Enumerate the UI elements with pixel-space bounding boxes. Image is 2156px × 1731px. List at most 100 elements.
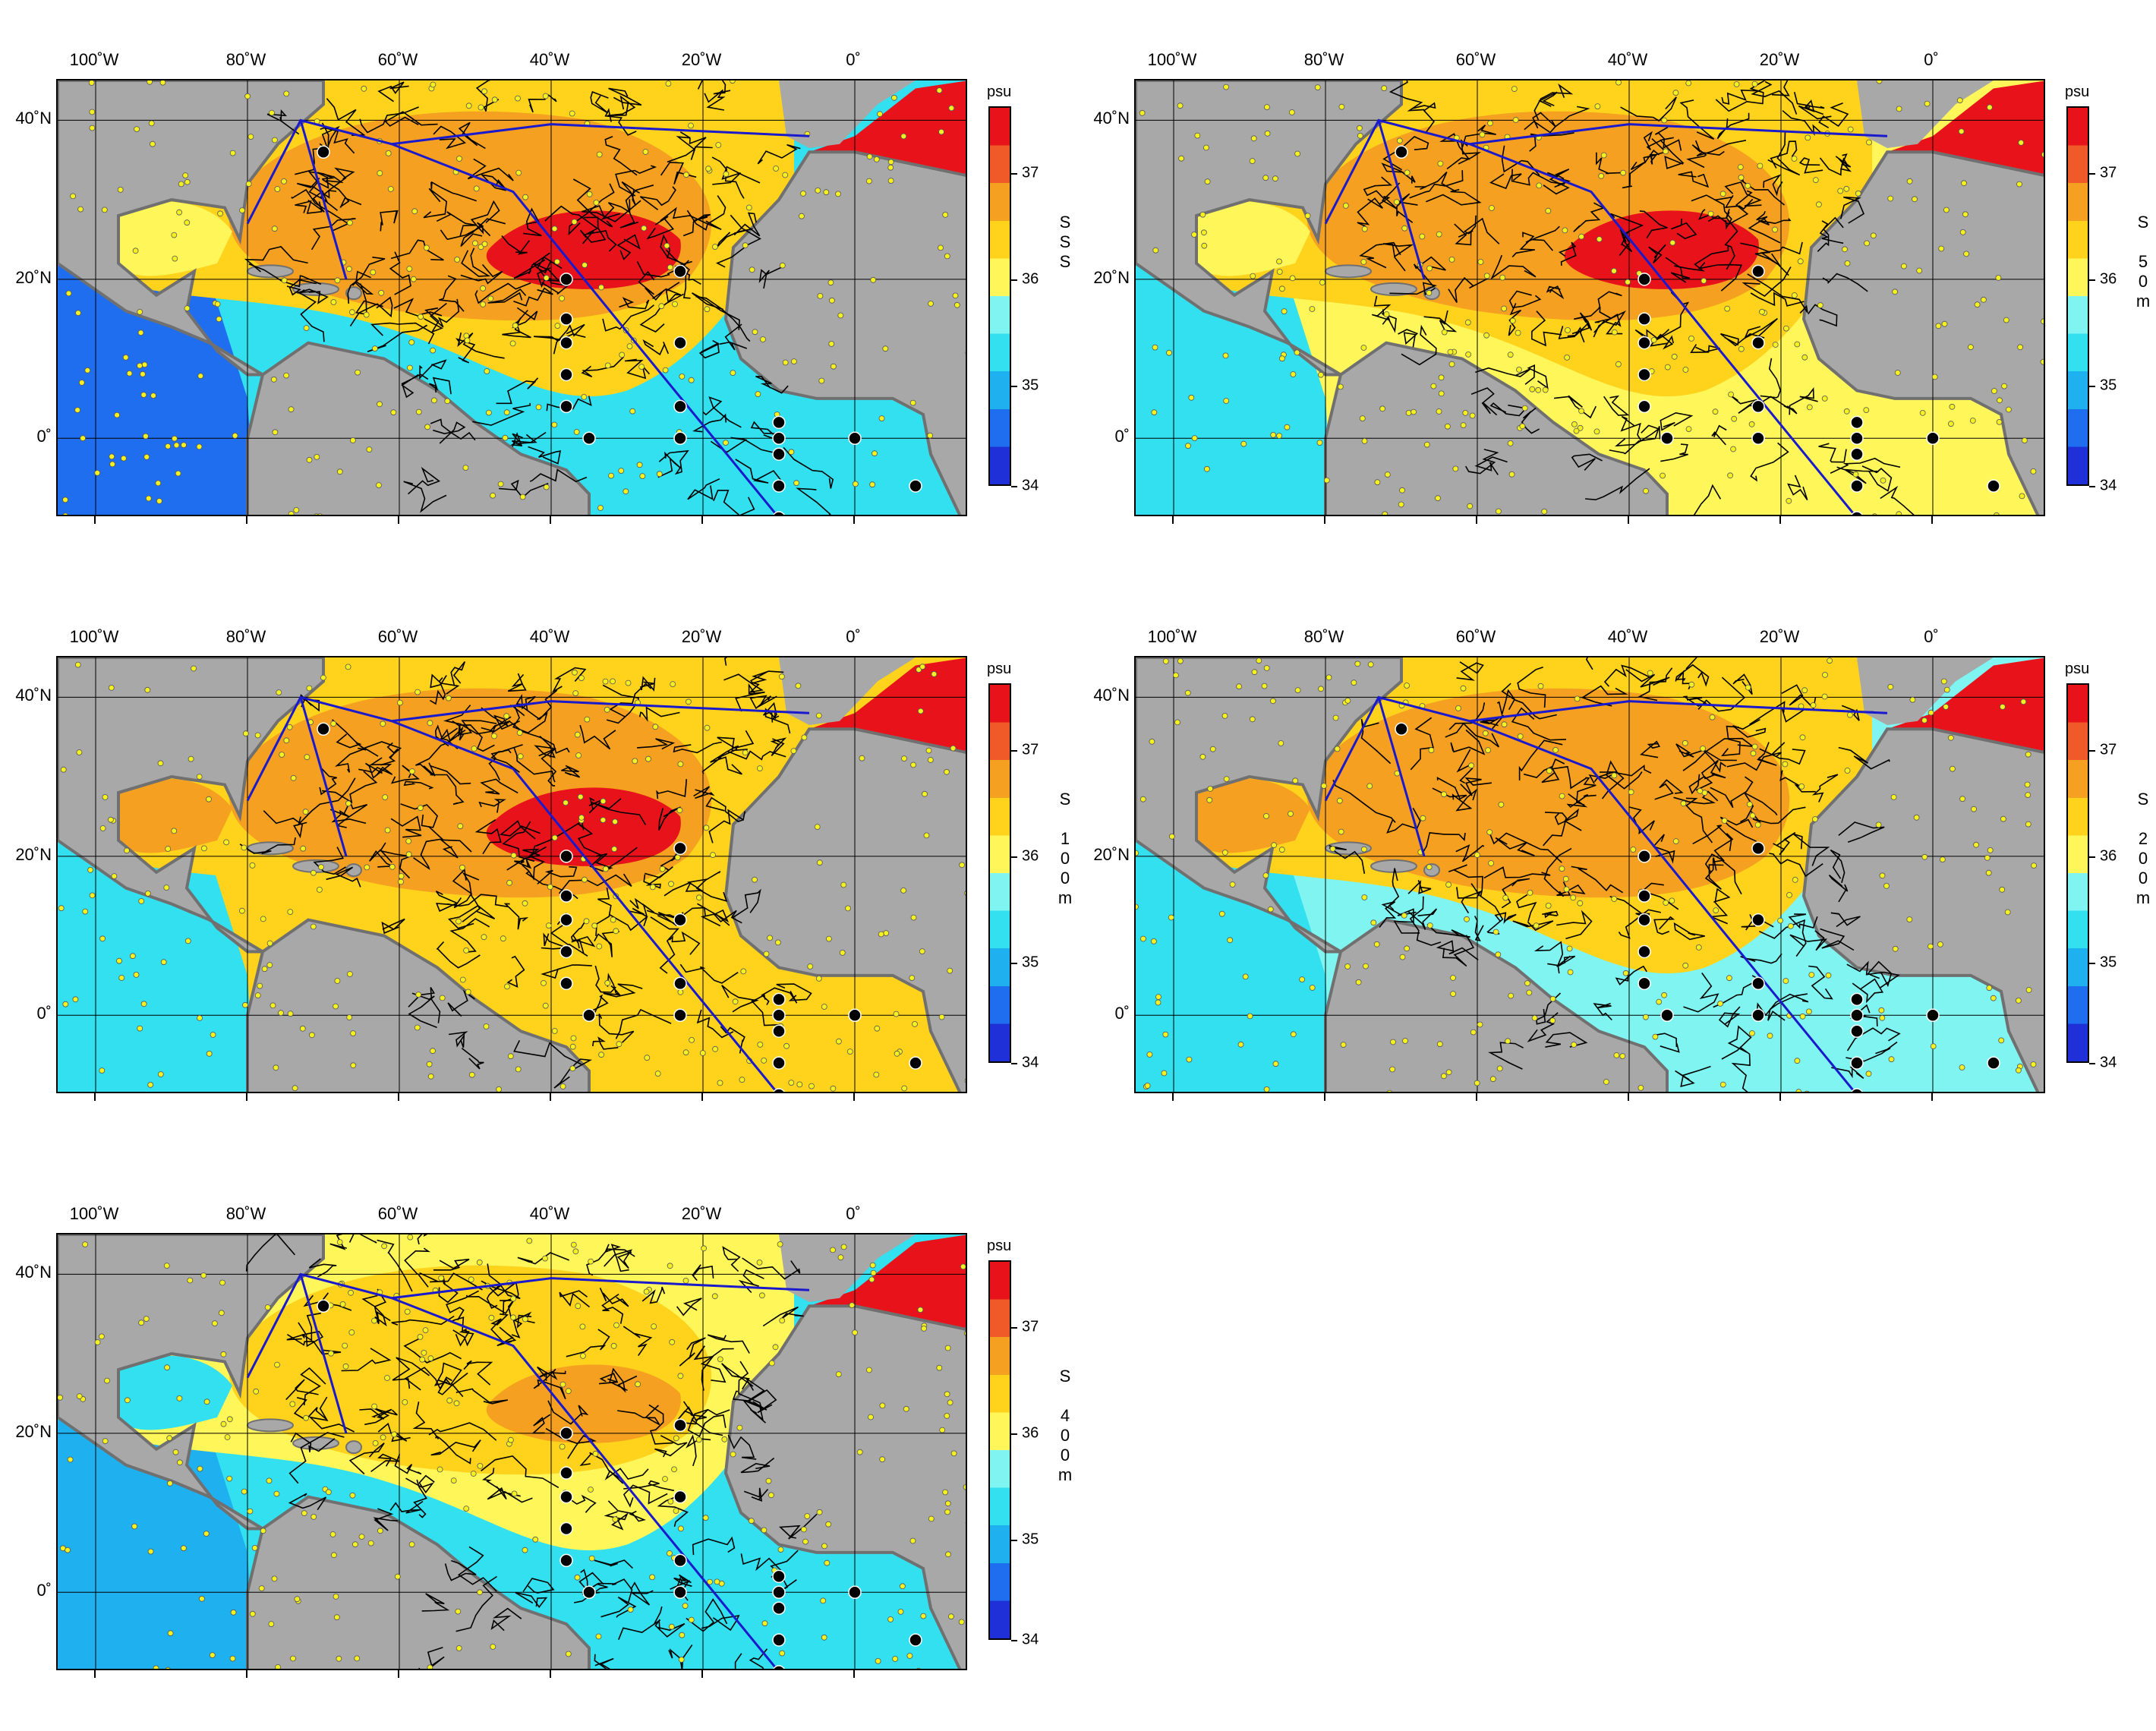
colorbar-tick-mark	[2089, 963, 2095, 964]
lon-label: 100˚W	[1147, 627, 1197, 646]
section-line	[1324, 695, 1856, 1092]
lon-tick	[246, 516, 247, 524]
lon-tick	[1172, 1093, 1174, 1101]
colorbar-unit: psu	[987, 1238, 1012, 1254]
float-tracks	[1357, 80, 1915, 515]
lat-label: 0˚	[36, 1581, 52, 1600]
land-iberia	[779, 80, 916, 149]
lat-label: 40˚N	[15, 686, 52, 705]
colorbar-tick-mark	[2089, 386, 2095, 387]
section-line-2	[1377, 696, 1888, 857]
lon-tick	[94, 1093, 96, 1101]
depth-label-char: m	[2136, 292, 2151, 311]
depth-label-char: 0	[1060, 1426, 1070, 1445]
lon-label: 0˚	[1924, 627, 1939, 646]
lon-tick	[1476, 516, 1477, 524]
colorbar-tick-mark	[2089, 750, 2095, 752]
colorbar-tick: 36	[1022, 270, 1039, 288]
colorbar-tick: 36	[2100, 270, 2117, 288]
lon-tick	[1628, 516, 1629, 524]
colorbar-tick: 36	[1022, 1424, 1039, 1442]
lon-tick	[398, 516, 399, 524]
gulf-of-mexico	[118, 201, 232, 276]
buoy-points	[58, 661, 966, 1092]
colorbar-unit: psu	[987, 84, 1012, 100]
section-line	[246, 1272, 778, 1669]
float-tracks	[245, 1234, 818, 1669]
depth-label-char: 1	[1060, 829, 1070, 848]
land-iberia	[1857, 80, 1994, 149]
colorbar-tick: 35	[1022, 377, 1039, 394]
colorbar-unit: psu	[2065, 84, 2090, 100]
depth-label-char: 2	[2138, 829, 2148, 848]
colorbar-tick-mark	[1011, 856, 1017, 858]
colorbar-tick-mark	[1011, 279, 1017, 281]
lon-tick	[398, 1093, 399, 1101]
lat-label: 40˚N	[15, 109, 52, 128]
lon-tick	[1324, 516, 1325, 524]
buoy-points	[62, 80, 966, 515]
colorbar	[988, 683, 1011, 1063]
mooring-sites	[317, 145, 922, 515]
depth-label-char: S	[2137, 213, 2149, 232]
colorbar-tick-mark	[1011, 963, 1017, 964]
lon-label: 20˚W	[1759, 50, 1800, 69]
land-africa	[723, 727, 966, 1092]
lat-label: 40˚N	[15, 1263, 52, 1282]
land-africa	[723, 150, 966, 515]
colorbar	[2066, 106, 2089, 486]
colorbar-tick-mark	[1011, 1063, 1017, 1064]
lon-tick	[853, 1670, 855, 1678]
colorbar-tick: 37	[2100, 741, 2117, 758]
buoy-points	[1139, 80, 2044, 515]
lon-tick	[1779, 516, 1781, 524]
ocean-core	[1564, 787, 1759, 866]
land-north-america	[1136, 80, 1403, 377]
lon-label: 100˚W	[69, 1204, 119, 1223]
lon-tick	[701, 516, 703, 524]
lon-tick	[1172, 516, 1174, 524]
colorbar-tick-mark	[2089, 1063, 2095, 1064]
mooring-sites	[317, 722, 922, 1092]
lon-label: 60˚W	[377, 50, 418, 69]
lon-label: 100˚W	[69, 627, 119, 646]
colorbar-tick-mark	[2089, 856, 2095, 858]
lon-label: 0˚	[846, 50, 861, 69]
lon-label: 80˚W	[225, 627, 266, 646]
section-line-2	[299, 696, 810, 857]
lon-label: 60˚W	[1455, 50, 1496, 69]
colorbar-tick-mark	[1011, 486, 1017, 487]
depth-label-char: 5	[2138, 252, 2148, 271]
lon-tick	[550, 1670, 551, 1678]
lon-tick	[1931, 516, 1933, 524]
lon-tick	[1628, 1093, 1629, 1101]
depth-label-char: 0	[2138, 849, 2148, 868]
lat-label: 0˚	[1114, 427, 1130, 446]
depth-label-char: 0	[1060, 849, 1070, 868]
gulf-of-mexico	[1196, 778, 1310, 853]
lat-label: 40˚N	[1093, 686, 1130, 705]
lat-label: 20˚N	[15, 1421, 52, 1441]
salinity-map	[1134, 79, 2045, 516]
colorbar-tick-mark	[2089, 279, 2095, 281]
depth-label-char: 0	[1060, 1446, 1070, 1465]
lon-tick	[246, 1093, 247, 1101]
lat-label: 20˚N	[1093, 844, 1130, 864]
land-iberia	[1857, 657, 1994, 726]
colorbar-unit: psu	[2065, 661, 2090, 677]
colorbar-tick-mark	[1011, 386, 1017, 387]
depth-label-char: S	[2137, 790, 2149, 809]
colorbar	[988, 106, 1011, 486]
lon-label: 0˚	[846, 627, 861, 646]
land-africa	[1801, 727, 2044, 1092]
map-canvas	[58, 80, 966, 515]
lat-label: 0˚	[36, 1004, 52, 1023]
colorbar	[2066, 683, 2089, 1063]
lon-label: 0˚	[1924, 50, 1939, 69]
caribbean-island	[1370, 282, 1417, 296]
mooring-sites	[317, 1299, 922, 1669]
